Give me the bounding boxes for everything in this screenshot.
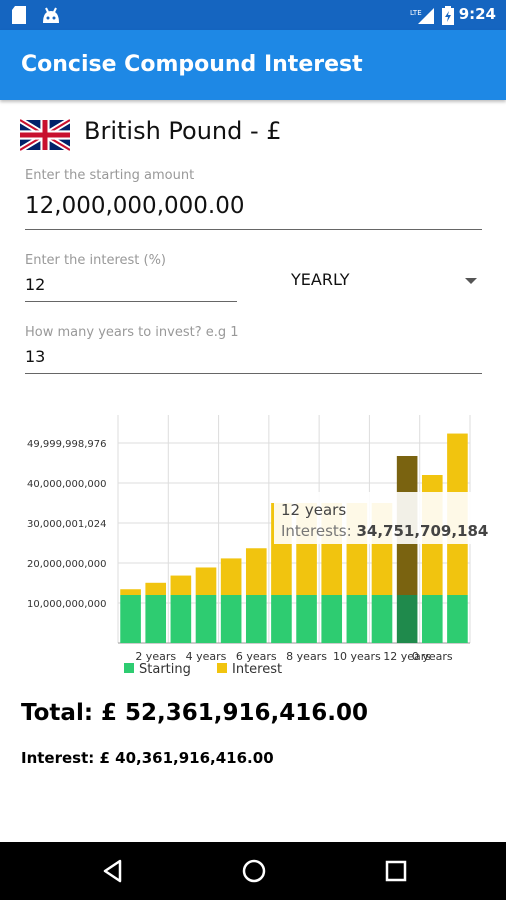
interest-amount: Interest: £ 40,361,916,416.00	[21, 749, 274, 767]
bar-starting	[346, 595, 368, 643]
status-time: 9:24	[458, 5, 496, 23]
y-tick-label: 49,999,998,976	[27, 439, 107, 450]
bar-starting	[271, 595, 292, 643]
battery-icon	[442, 6, 454, 25]
x-tick-label: 6 years	[236, 650, 277, 663]
legend-label: Starting	[139, 662, 191, 677]
lte-signal-icon: LTE	[410, 8, 434, 24]
status-bar: LTE 9:24	[0, 0, 506, 30]
svg-text:LTE: LTE	[410, 9, 422, 17]
x-tick-label: 0 years	[412, 650, 453, 663]
compound-interest-chart[interactable]: 10,000,000,000 20,000,000,000 30,000,001,0…	[0, 400, 506, 685]
y-tick-label: 20,000,000,000	[27, 559, 107, 570]
starting-amount-label: Enter the starting amount	[25, 168, 195, 183]
starting-amount-field: Enter the starting amount 12,000,000,000…	[25, 168, 482, 230]
interest-rate-field: Enter the interest (%) 12	[25, 253, 237, 303]
app-title: Concise Compound Interest	[21, 52, 363, 77]
sd-card-icon	[12, 6, 26, 24]
tooltip-title: 12 years	[281, 501, 346, 519]
x-tick-label: 8 years	[286, 650, 327, 663]
legend-swatch	[217, 663, 227, 673]
uk-flag-icon	[20, 119, 70, 151]
y-tick-label: 40,000,000,000	[27, 479, 107, 490]
bar-starting	[421, 595, 443, 643]
chevron-down-icon	[465, 278, 477, 284]
bar-starting	[371, 595, 393, 643]
years-input[interactable]: 13	[25, 347, 46, 366]
recents-icon[interactable]	[381, 856, 411, 886]
x-tick-label: 2 years	[135, 650, 176, 663]
back-icon[interactable]	[98, 856, 128, 886]
tooltip-value: Interests: 34,751,709,184	[281, 522, 488, 540]
years-label: How many years to invest? e.g 1	[25, 325, 239, 340]
bar-starting	[145, 595, 167, 643]
x-tick-label: 4 years	[186, 650, 227, 663]
bar-interest	[170, 575, 192, 595]
interest-rate-input[interactable]: 12	[25, 275, 46, 294]
bar-interest	[120, 589, 141, 595]
bar-starting	[321, 595, 343, 643]
x-tick-label: 10 years	[333, 650, 381, 663]
compound-period-value: YEARLY	[291, 270, 350, 289]
android-icon	[43, 7, 59, 23]
bar-starting	[220, 595, 242, 643]
compound-period-dropdown[interactable]: YEARLY	[291, 268, 481, 294]
bar-interest	[220, 558, 242, 595]
currency-name: British Pound - £	[84, 117, 282, 145]
bar-starting	[396, 595, 418, 643]
tooltip-box	[274, 492, 484, 544]
bar-starting	[170, 595, 192, 643]
interest-rate-label: Enter the interest (%)	[25, 253, 166, 268]
bar-starting	[195, 595, 217, 643]
bar-interest	[195, 567, 217, 595]
total-amount: Total: £ 52,361,916,416.00	[21, 700, 369, 726]
y-tick-label: 30,000,001,024	[27, 519, 107, 530]
y-tick-label: 10,000,000,000	[27, 599, 107, 610]
home-icon[interactable]	[239, 856, 269, 886]
bar-starting	[245, 595, 267, 643]
bar-starting	[296, 595, 317, 643]
bar-interest	[245, 548, 267, 595]
x-tick-label: 12 years	[383, 650, 431, 663]
bar-starting	[120, 595, 141, 643]
years-field: How many years to invest? e.g 1 13	[25, 325, 482, 375]
bar-starting	[447, 595, 468, 643]
navigation-bar	[0, 842, 506, 900]
bar-interest	[145, 582, 167, 595]
legend-swatch	[124, 663, 134, 673]
legend-label: Interest	[232, 662, 282, 677]
starting-amount-input[interactable]: 12,000,000,000.00	[25, 193, 245, 219]
app-bar: Concise Compound Interest	[0, 30, 506, 100]
